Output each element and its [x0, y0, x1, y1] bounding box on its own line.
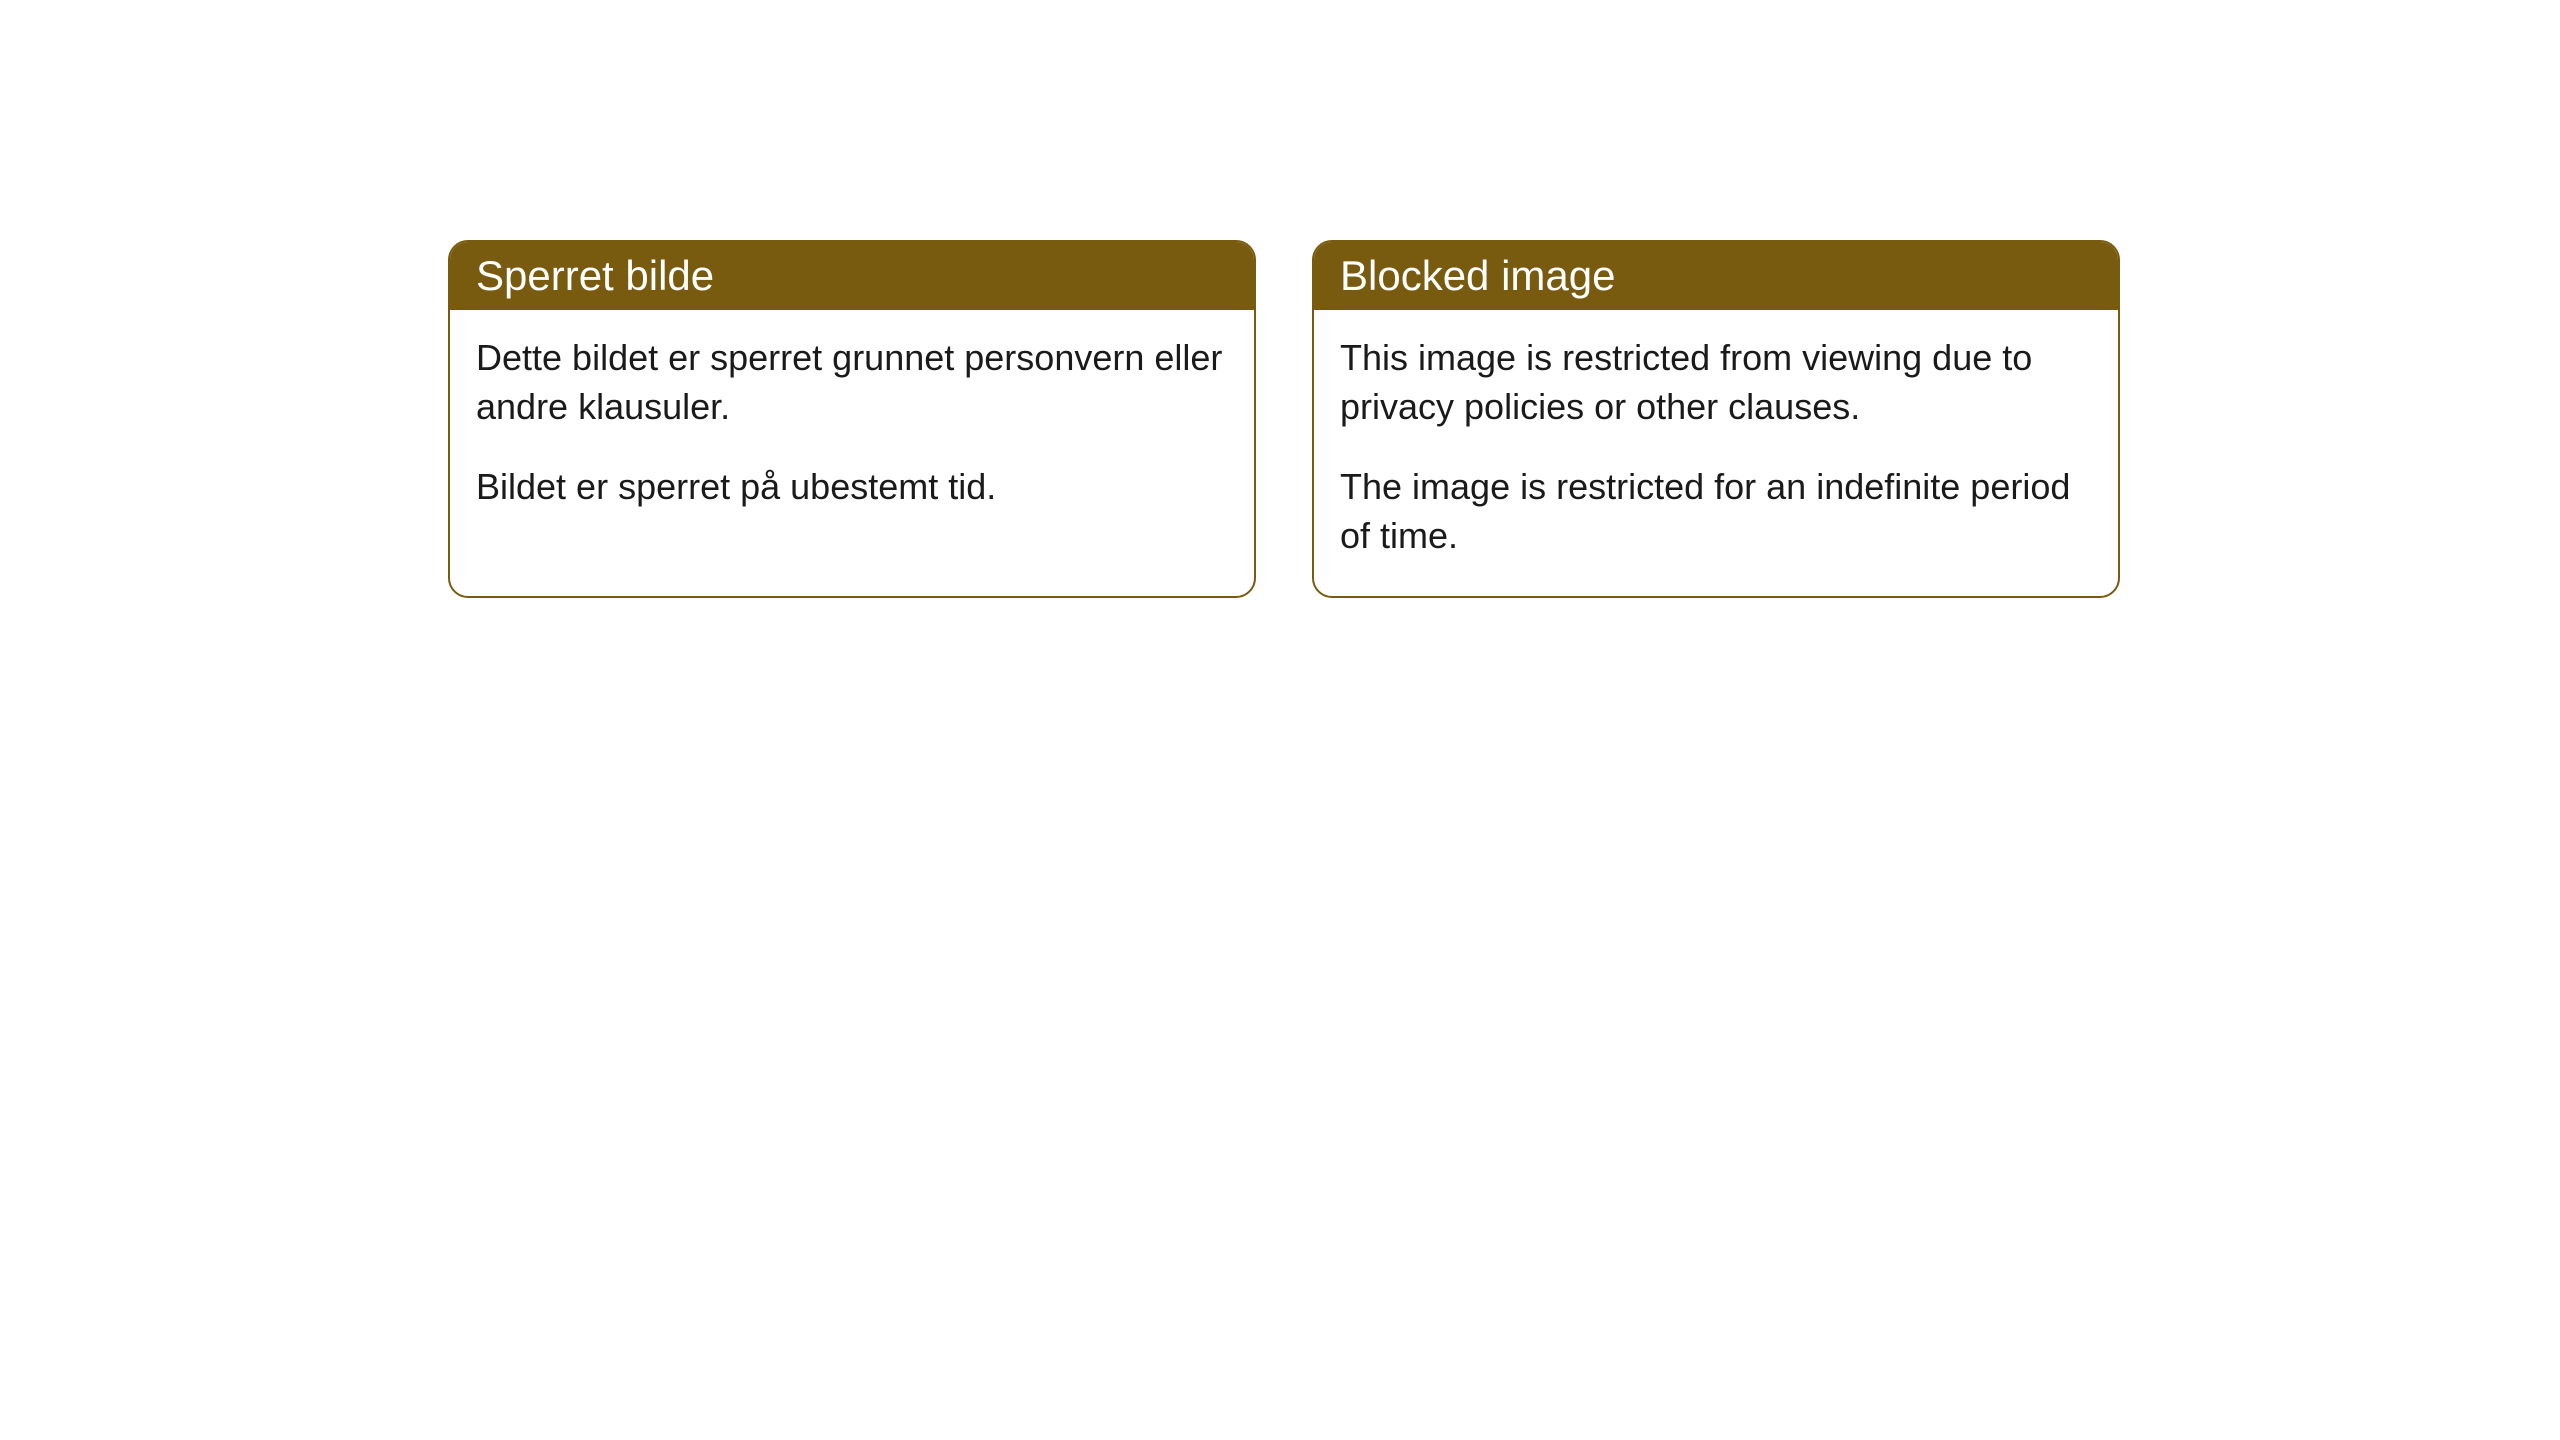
card-paragraph: Dette bildet er sperret grunnet personve…	[476, 334, 1228, 431]
card-paragraph: This image is restricted from viewing du…	[1340, 334, 2092, 431]
blocked-image-card-english: Blocked image This image is restricted f…	[1312, 240, 2120, 598]
card-title: Blocked image	[1340, 252, 1615, 299]
card-paragraph: Bildet er sperret på ubestemt tid.	[476, 463, 1228, 512]
card-body: Dette bildet er sperret grunnet personve…	[450, 310, 1254, 548]
blocked-image-card-norwegian: Sperret bilde Dette bildet er sperret gr…	[448, 240, 1256, 598]
card-title: Sperret bilde	[476, 252, 714, 299]
card-body: This image is restricted from viewing du…	[1314, 310, 2118, 596]
card-paragraph: The image is restricted for an indefinit…	[1340, 463, 2092, 560]
card-header: Blocked image	[1314, 242, 2118, 310]
card-header: Sperret bilde	[450, 242, 1254, 310]
notice-container: Sperret bilde Dette bildet er sperret gr…	[0, 0, 2560, 598]
